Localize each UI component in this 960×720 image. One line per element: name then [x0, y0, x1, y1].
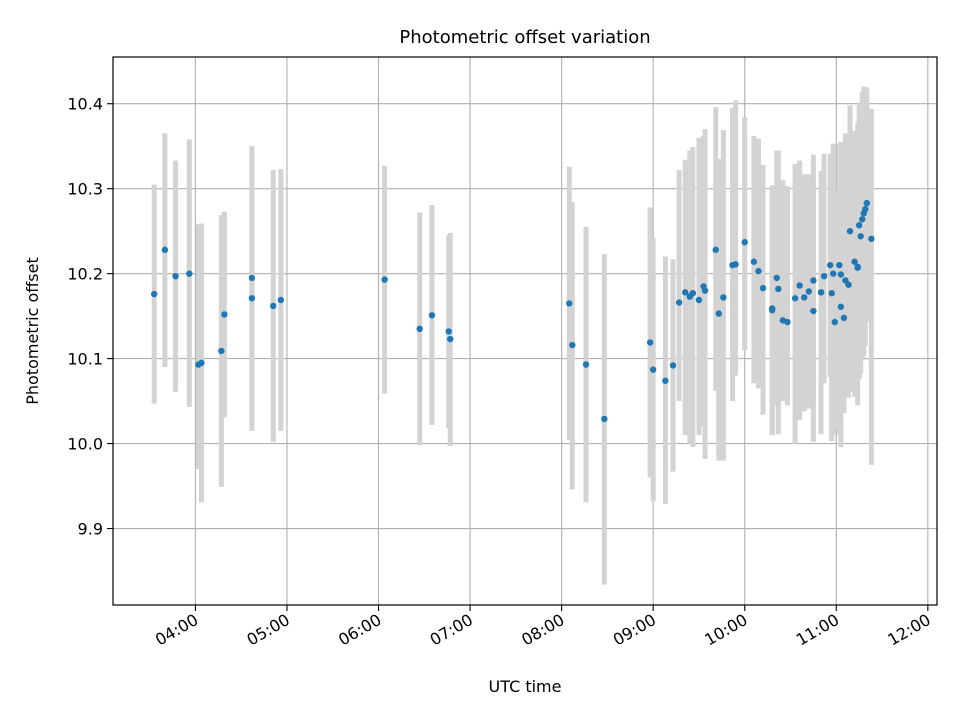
data-point — [755, 267, 762, 275]
data-point — [416, 325, 423, 333]
data-point — [854, 264, 861, 271]
data-point — [715, 310, 722, 317]
x-axis-label: UTC time — [489, 677, 562, 696]
data-point — [851, 258, 858, 265]
y-tick-label: 10.0 — [67, 435, 103, 454]
data-point — [689, 289, 697, 297]
data-point — [759, 284, 767, 292]
data-point — [675, 299, 683, 306]
data-point — [820, 273, 828, 280]
data-point — [859, 216, 866, 223]
data-point — [695, 296, 703, 304]
data-point — [646, 339, 654, 346]
data-point — [805, 288, 813, 295]
axes-frame — [112, 56, 938, 606]
data-point — [845, 281, 852, 288]
data-point — [277, 296, 285, 304]
data-point — [791, 295, 799, 302]
data-point — [826, 261, 834, 269]
data-point — [186, 270, 193, 277]
data-point — [828, 289, 835, 297]
data-point — [172, 273, 179, 280]
data-point — [775, 285, 782, 293]
data-point — [270, 302, 277, 310]
data-point — [837, 271, 845, 278]
data-point — [582, 361, 590, 368]
data-point — [796, 282, 803, 289]
data-point — [840, 314, 848, 322]
data-point — [669, 362, 677, 369]
data-point — [810, 277, 817, 284]
data-point — [837, 303, 845, 310]
data-point — [161, 246, 169, 254]
data-point — [151, 290, 158, 298]
data-point — [817, 289, 825, 296]
data-point — [649, 366, 657, 373]
data-point — [810, 307, 817, 315]
data-point — [830, 270, 837, 277]
data-point — [857, 233, 864, 240]
y-tick-label: 10.3 — [67, 180, 103, 199]
data-point — [846, 227, 854, 235]
data-point — [863, 199, 871, 207]
data-point — [218, 347, 225, 355]
data-point — [720, 294, 727, 301]
data-point — [248, 274, 256, 282]
data-point — [198, 359, 205, 367]
chart-title: Photometric offset variation — [399, 27, 650, 48]
data-point — [566, 300, 573, 307]
data-point — [732, 261, 739, 268]
data-point — [445, 328, 452, 335]
y-tick-label: 10.2 — [67, 265, 103, 284]
y-axis-ticks: 9.9 10.0 10.1 10.2 10.3 10.4 — [67, 95, 113, 539]
data-point — [381, 276, 388, 283]
data-point — [784, 318, 791, 326]
data-point — [855, 222, 863, 229]
data-point — [836, 261, 843, 269]
y-axis-label: Photometric offset — [23, 257, 42, 405]
y-tick-label: 10.4 — [67, 95, 103, 114]
data-point — [773, 274, 780, 282]
data-point — [712, 246, 719, 254]
data-point — [682, 289, 689, 296]
data-point — [868, 235, 875, 243]
data-point — [662, 377, 669, 384]
data-point — [769, 305, 776, 312]
data-points — [151, 199, 875, 423]
y-tick-label: 10.1 — [67, 350, 103, 369]
data-point — [428, 312, 436, 319]
data-point — [750, 258, 758, 265]
data-point — [741, 239, 748, 246]
data-point — [801, 294, 808, 301]
data-point — [221, 311, 228, 318]
data-point — [831, 318, 838, 326]
data-point — [701, 287, 709, 294]
y-tick-label: 9.9 — [78, 520, 103, 539]
data-point — [601, 415, 608, 423]
data-point — [447, 335, 454, 343]
data-point — [862, 205, 869, 213]
data-point — [248, 295, 256, 302]
data-point — [569, 341, 576, 349]
